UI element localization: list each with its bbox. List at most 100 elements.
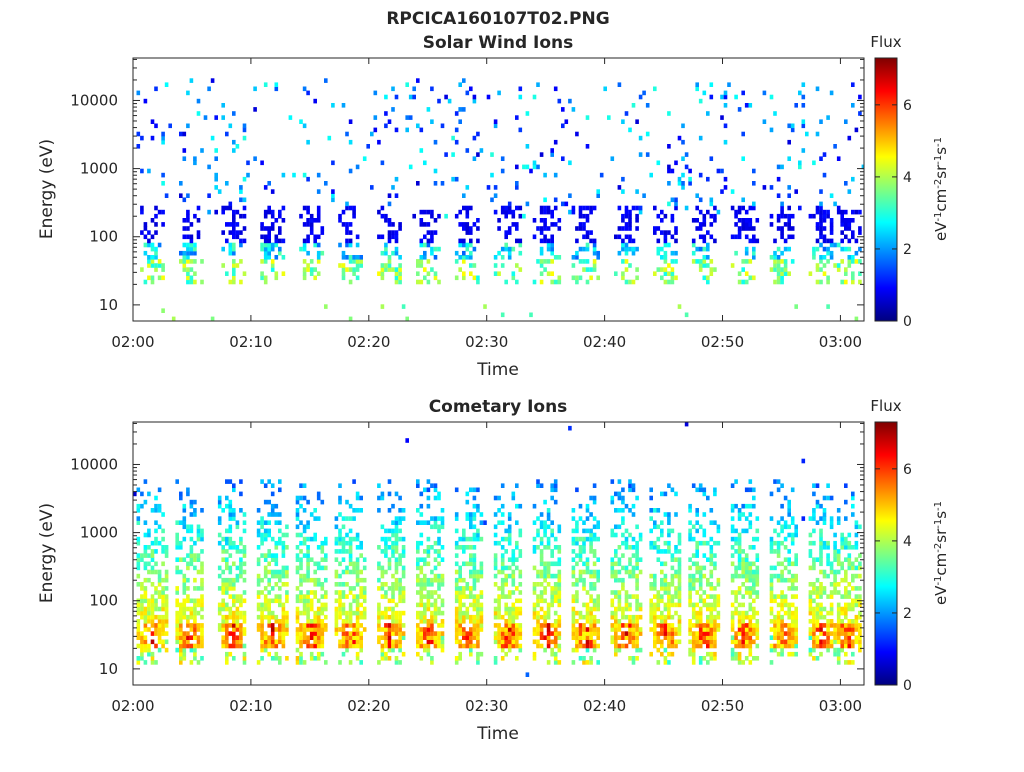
spectrogram-cell [164,602,169,608]
spectrogram-cell [812,508,816,513]
spectrogram-cell [667,582,671,587]
spectrogram-cell [631,631,636,636]
spectrogram-cell [232,540,236,546]
spectrogram-cell [500,569,505,575]
colorbar-label: eV-1cm-2sr-1s-1 [932,501,950,605]
spectrogram-cell [819,532,823,538]
spectrogram-cell [734,573,738,579]
spectrogram-cell [179,602,183,608]
spectrogram-cell [744,577,749,583]
colorbar-title: Flux [870,397,901,415]
spectrogram-cell [232,627,236,632]
spectrogram-cell [454,639,459,645]
spectrogram-cell [416,279,420,285]
spectrogram-cell [157,263,162,268]
spectrogram-cell [472,582,477,587]
spectrogram-cell [316,561,321,567]
spectrogram-cell [660,532,664,538]
spectrogram-cell [752,250,756,256]
spectrogram-cell [285,594,289,599]
spectrogram-cell [836,627,841,632]
spectrogram-cell [306,267,310,272]
spectrogram-cell [670,651,675,657]
spectrogram-cell [582,586,586,591]
spectrogram-cell [186,561,190,567]
spectrogram-cell [302,86,307,92]
spectrogram-cell [744,234,749,240]
spectrogram-cell [826,573,830,579]
spectrogram-cell [851,627,855,632]
spectrogram-cell [394,127,399,133]
spectrogram-cell [755,569,760,575]
spectrogram-cell [851,573,855,579]
spectrogram-cell [504,635,508,640]
spectrogram-cell [341,639,346,645]
spectrogram-cell [497,610,501,616]
spectrogram-cell [557,557,562,562]
spectrogram-cell [465,226,470,231]
spectrogram-cell [769,627,774,632]
spectrogram-cell [706,495,710,501]
spectrogram-cell [493,553,498,558]
spectrogram-cell [260,643,264,649]
spectrogram-cell [338,499,342,505]
spectrogram-cell [232,545,236,550]
spectrogram-cell [822,623,827,628]
spectrogram-cell [504,606,508,612]
spectrogram-cell [681,156,685,161]
spectrogram-cell [716,610,721,616]
spectrogram-cell [624,503,629,509]
spectrogram-cell [239,627,243,632]
spectrogram-cell [578,614,583,620]
spectrogram-cell [483,520,487,525]
spectrogram-cell [610,557,615,562]
spectrogram-cell [235,577,240,583]
spectrogram-cell [769,586,774,591]
spectrogram-cell [833,582,837,587]
spectrogram-cell [458,590,462,595]
spectrogram-cell [621,565,625,571]
spectrogram-cell [752,545,756,550]
spectrogram-cell [628,487,632,493]
spectrogram-cell [624,631,629,636]
spectrogram-cell [398,520,402,525]
spectrogram-cell [458,610,462,616]
spectrogram-cell [688,598,692,604]
spectrogram-cell [851,602,855,608]
spectrogram-cell [140,606,144,612]
spectrogram-cell [550,222,554,227]
spectrogram-cell [769,573,774,579]
spectrogram-cell [324,565,328,571]
spectrogram-cell [377,483,381,488]
spectrogram-cell [348,230,353,235]
spectrogram-cell [553,590,558,595]
spectrogram-cell [398,590,402,595]
spectrogram-cell [147,569,151,575]
spectrogram-cell [278,528,282,534]
spectrogram-cell [822,643,827,649]
spectrogram-cell [479,594,484,599]
spectrogram-cell [295,656,300,661]
spectrogram-cell [359,614,363,620]
spectrogram-cell [341,623,346,628]
spectrogram-cell [571,594,576,599]
spectrogram-cell [543,590,547,595]
spectrogram-cell [348,545,353,550]
spectrogram-cell [741,610,745,616]
spectrogram-cell [175,635,179,640]
spectrogram-cell [624,279,629,285]
spectrogram-cell [617,491,622,497]
spectrogram-cell [387,647,392,653]
spectrogram-cell [748,643,753,649]
spectrogram-cell [225,631,229,636]
spectrogram-cell [299,557,303,562]
spectrogram-cell [649,614,653,620]
spectrogram-cell [550,213,554,219]
spectrogram-cell [281,271,286,276]
spectrogram-cell [232,242,236,248]
spectrogram-cell [582,246,586,252]
spectrogram-cell [401,631,406,636]
spectrogram-cell [543,234,547,240]
spectrogram-cell [592,536,597,542]
spectrogram-cell [345,614,349,620]
